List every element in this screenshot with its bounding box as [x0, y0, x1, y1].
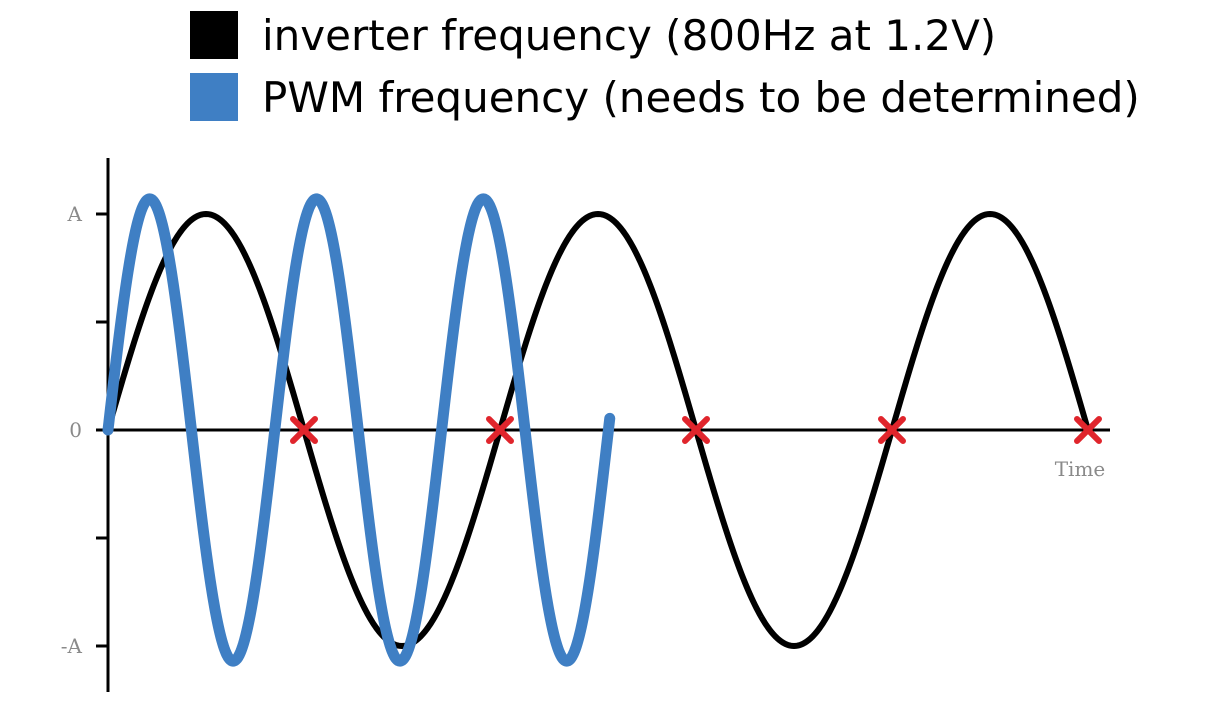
- series-line-pwm: [102, 193, 616, 667]
- x-axis-label: Time: [1055, 457, 1106, 481]
- legend-label-pwm: PWM frequency (needs to be determined): [262, 72, 1140, 122]
- zero-crossing-markers: [290, 416, 1102, 444]
- legend-item-pwm: PWM frequency (needs to be determined): [190, 66, 1140, 128]
- zero-crossing-marker: [290, 416, 318, 444]
- zero-crossing-marker: [1074, 416, 1102, 444]
- series-layer: [102, 193, 1091, 667]
- legend-swatch-inverter: [190, 11, 238, 59]
- legend: inverter frequency (800Hz at 1.2V) PWM f…: [190, 4, 1140, 128]
- legend-swatch-pwm: [190, 73, 238, 121]
- zero-crossing-marker: [878, 416, 906, 444]
- legend-item-inverter: inverter frequency (800Hz at 1.2V): [190, 4, 1140, 66]
- y-tick-label: A: [67, 202, 83, 226]
- zero-crossing-marker: [682, 416, 710, 444]
- legend-label-inverter: inverter frequency (800Hz at 1.2V): [262, 10, 997, 60]
- zero-crossing-marker: [486, 416, 514, 444]
- series-line-inverter: [105, 211, 1091, 649]
- y-tick-label: -A: [61, 634, 83, 658]
- y-ticks: A 0 -A: [61, 202, 108, 658]
- y-tick-label: 0: [69, 418, 82, 442]
